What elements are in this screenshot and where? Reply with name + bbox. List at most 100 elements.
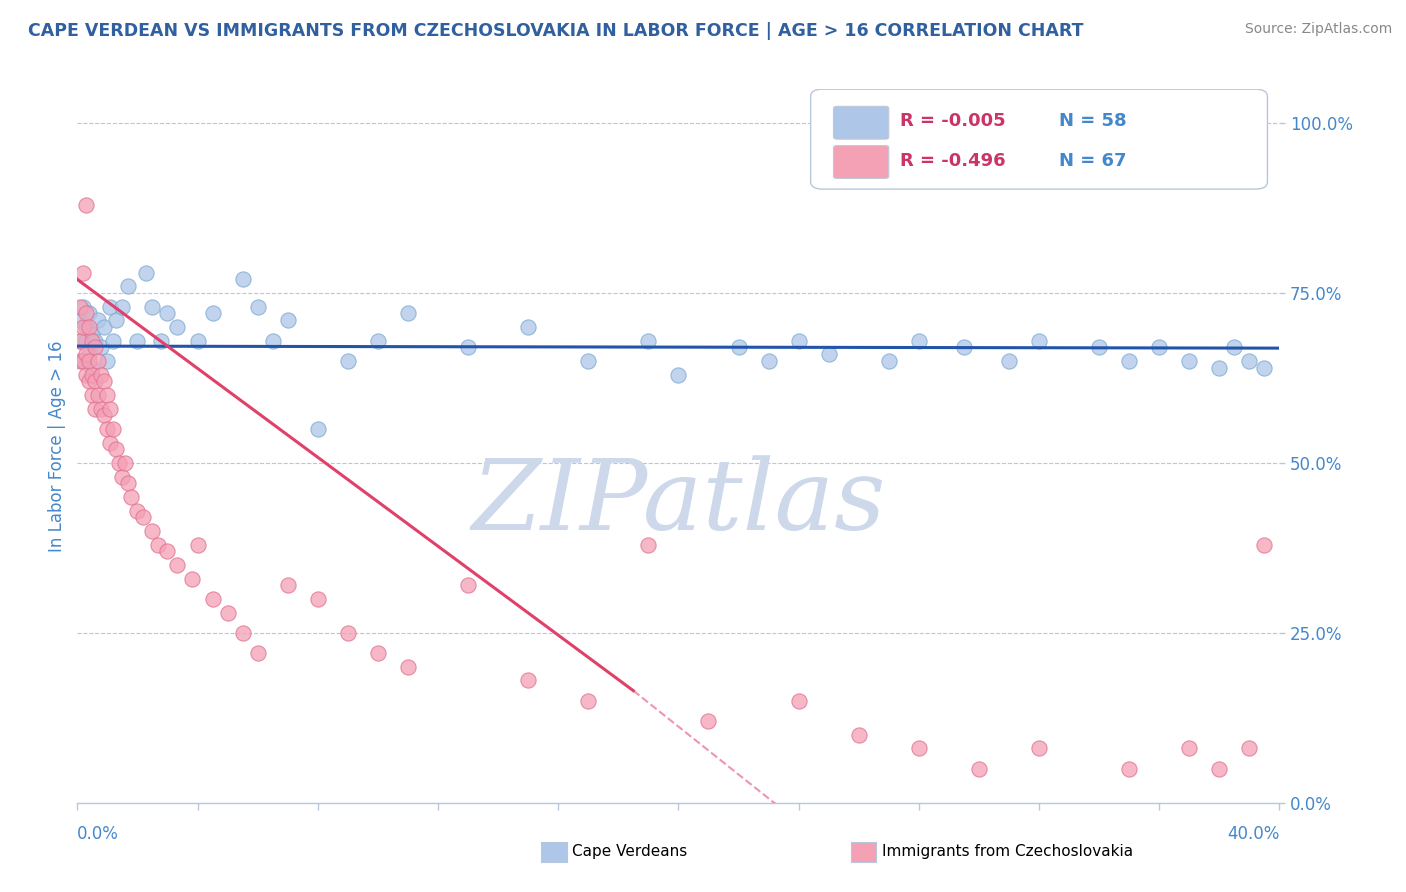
Point xyxy=(307,422,329,436)
Text: CAPE VERDEAN VS IMMIGRANTS FROM CZECHOSLOVAKIA IN LABOR FORCE | AGE > 16 CORRELA: CAPE VERDEAN VS IMMIGRANTS FROM CZECHOSL… xyxy=(28,22,1084,40)
Point xyxy=(82,334,104,348)
Text: R = -0.005: R = -0.005 xyxy=(900,112,1005,130)
Point xyxy=(132,510,155,524)
Point xyxy=(84,375,107,389)
Point xyxy=(1239,741,1261,756)
Point xyxy=(120,490,142,504)
Point xyxy=(111,469,134,483)
Point xyxy=(246,300,269,314)
Point xyxy=(307,591,329,606)
Point xyxy=(84,401,107,416)
Point xyxy=(79,306,101,320)
Point xyxy=(72,320,94,334)
Point xyxy=(82,388,104,402)
Point xyxy=(277,578,299,592)
Point xyxy=(1178,741,1201,756)
Point xyxy=(75,334,97,348)
Point xyxy=(75,368,97,382)
FancyBboxPatch shape xyxy=(834,145,889,178)
Point xyxy=(877,354,900,368)
Point xyxy=(180,572,202,586)
Point xyxy=(277,313,299,327)
Point xyxy=(367,334,389,348)
Point xyxy=(457,578,479,592)
Point xyxy=(1253,360,1275,375)
Point xyxy=(186,537,209,551)
Point xyxy=(787,334,810,348)
Point xyxy=(908,334,931,348)
Text: Source: ZipAtlas.com: Source: ZipAtlas.com xyxy=(1244,22,1392,37)
Point xyxy=(105,313,128,327)
Point xyxy=(576,694,599,708)
Point xyxy=(246,646,269,660)
Point xyxy=(457,341,479,355)
Point xyxy=(72,354,94,368)
Point xyxy=(787,694,810,708)
Point xyxy=(1253,537,1275,551)
Point xyxy=(96,354,118,368)
Point xyxy=(127,503,149,517)
Point xyxy=(100,401,122,416)
Point xyxy=(336,354,359,368)
Point xyxy=(75,320,97,334)
Point xyxy=(998,354,1021,368)
Point xyxy=(396,660,419,674)
Point xyxy=(69,354,91,368)
Point xyxy=(1223,341,1246,355)
Text: ZIPatlas: ZIPatlas xyxy=(471,456,886,550)
Text: Cape Verdeans: Cape Verdeans xyxy=(572,845,688,859)
Point xyxy=(148,537,170,551)
Point xyxy=(90,401,112,416)
Point xyxy=(1118,354,1140,368)
Point xyxy=(72,300,94,314)
Point xyxy=(84,341,107,355)
Point xyxy=(1028,741,1050,756)
Point xyxy=(141,524,163,538)
Point xyxy=(150,334,173,348)
Point xyxy=(117,279,139,293)
Point xyxy=(1208,762,1230,776)
Point xyxy=(135,266,157,280)
Text: Immigrants from Czechoslovakia: Immigrants from Czechoslovakia xyxy=(882,845,1133,859)
Point xyxy=(90,368,112,382)
Text: R = -0.496: R = -0.496 xyxy=(900,152,1005,169)
Y-axis label: In Labor Force | Age > 16: In Labor Force | Age > 16 xyxy=(48,340,66,552)
Point xyxy=(96,388,118,402)
Point xyxy=(93,409,115,423)
Point xyxy=(1118,762,1140,776)
Point xyxy=(367,646,389,660)
Point xyxy=(84,334,107,348)
Point xyxy=(637,334,659,348)
Point xyxy=(517,673,540,688)
Point xyxy=(105,442,128,457)
Point xyxy=(141,300,163,314)
Point xyxy=(69,300,91,314)
Text: 0.0%: 0.0% xyxy=(77,825,120,843)
Point xyxy=(1178,354,1201,368)
Point xyxy=(1208,360,1230,375)
Point xyxy=(72,354,94,368)
Point xyxy=(217,606,239,620)
Point xyxy=(69,313,91,327)
Point xyxy=(111,300,134,314)
Point xyxy=(232,626,254,640)
Point xyxy=(108,456,131,470)
Text: N = 67: N = 67 xyxy=(1060,152,1128,169)
Point xyxy=(93,320,115,334)
Point xyxy=(79,354,101,368)
Point xyxy=(87,388,110,402)
Point xyxy=(1239,354,1261,368)
Text: N = 58: N = 58 xyxy=(1060,112,1128,130)
Point xyxy=(127,334,149,348)
Point xyxy=(75,198,97,212)
Point xyxy=(637,537,659,551)
Point xyxy=(908,741,931,756)
Point xyxy=(93,375,115,389)
Point xyxy=(727,341,749,355)
Point xyxy=(79,320,101,334)
Point xyxy=(166,558,188,572)
Point xyxy=(75,306,97,320)
Point xyxy=(166,320,188,334)
Point xyxy=(79,375,101,389)
FancyBboxPatch shape xyxy=(811,89,1267,189)
